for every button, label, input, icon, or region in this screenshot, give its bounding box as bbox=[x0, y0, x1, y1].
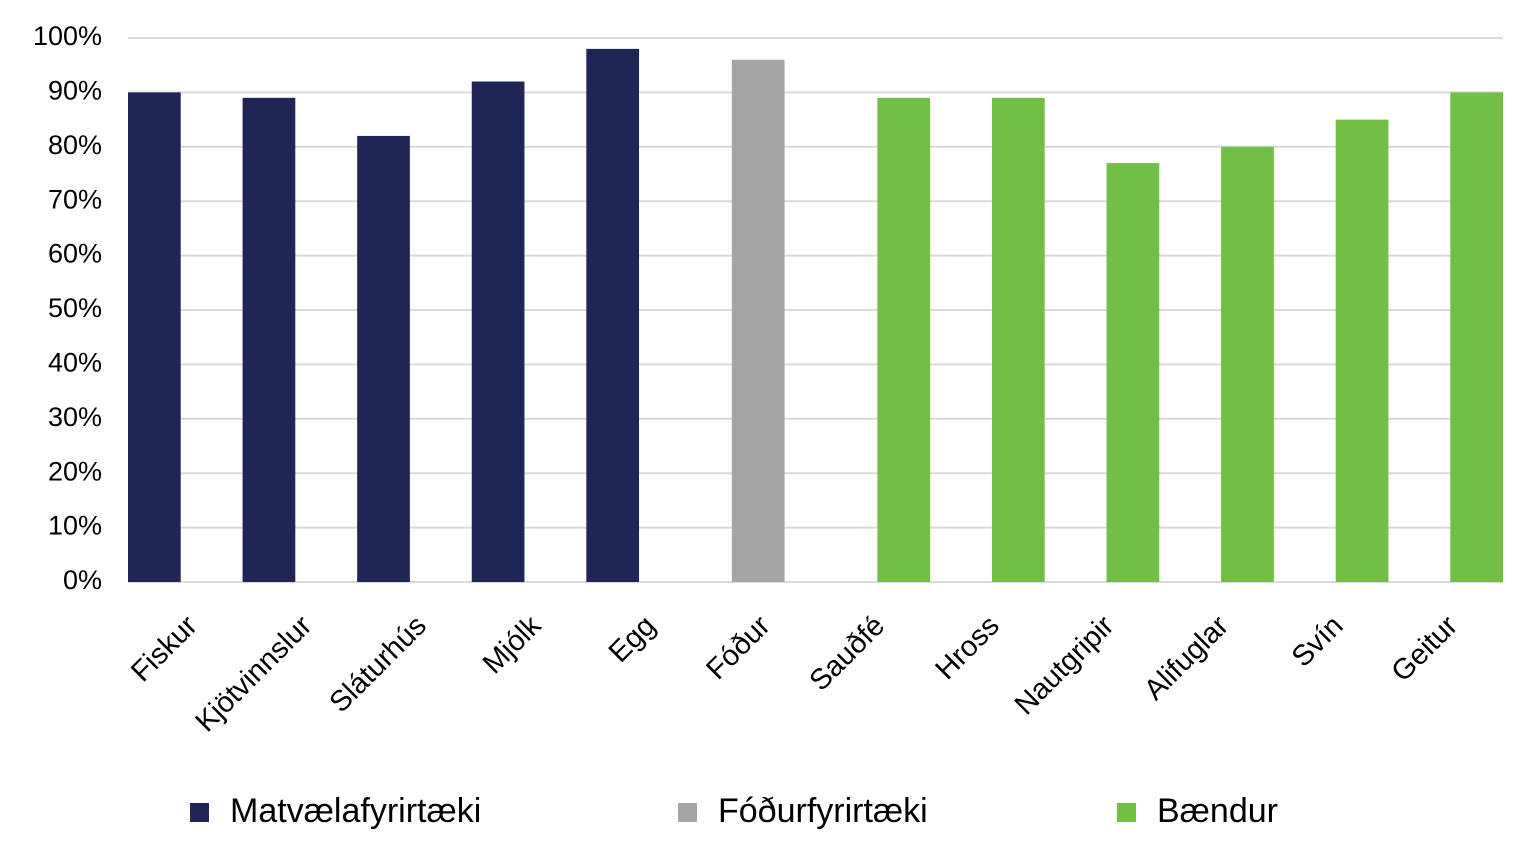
x-tick-label: Sláturhús bbox=[324, 610, 433, 719]
y-tick-label: 60% bbox=[48, 239, 102, 269]
y-tick-label: 10% bbox=[48, 511, 102, 541]
legend-label: Bændur bbox=[1157, 792, 1278, 830]
y-tick-label: 70% bbox=[48, 184, 102, 214]
legend-marker bbox=[678, 803, 697, 822]
legend-marker bbox=[1117, 803, 1136, 822]
y-tick-label: 100% bbox=[33, 21, 102, 51]
bar bbox=[731, 59, 785, 582]
x-tick-label: Sauðfé bbox=[804, 610, 892, 698]
x-tick-label: Geitur bbox=[1386, 610, 1465, 689]
legend-marker bbox=[190, 803, 209, 822]
y-tick-label: 80% bbox=[48, 130, 102, 160]
y-tick-label: 40% bbox=[48, 348, 102, 378]
bar bbox=[586, 48, 640, 582]
bar bbox=[877, 97, 931, 582]
y-tick-label: 0% bbox=[63, 565, 102, 595]
x-tick-label: Nautgripir bbox=[1009, 609, 1121, 721]
x-tick-label: Alifuglar bbox=[1138, 610, 1235, 707]
y-tick-label: 30% bbox=[48, 402, 102, 432]
bar bbox=[1106, 163, 1160, 582]
x-tick-label: Egg bbox=[603, 610, 662, 669]
bar bbox=[1335, 119, 1389, 582]
y-tick-label: 20% bbox=[48, 456, 102, 486]
legend-label: Fóðurfyrirtæki bbox=[718, 792, 928, 830]
x-tick-label: Kjötvinnslur bbox=[190, 609, 319, 738]
bar bbox=[471, 81, 525, 583]
bar bbox=[128, 92, 181, 583]
x-tick-label: Hross bbox=[930, 610, 1006, 686]
bar bbox=[1221, 146, 1274, 583]
y-tick-label: 90% bbox=[48, 76, 102, 106]
x-tick-label: Fiskur bbox=[125, 610, 204, 689]
x-tick-label: Fóður bbox=[700, 609, 776, 685]
y-tick-label: 50% bbox=[48, 293, 102, 323]
bar bbox=[357, 135, 410, 583]
bar bbox=[242, 97, 296, 582]
bar bbox=[991, 97, 1045, 582]
x-tick-label: Mjólk bbox=[477, 609, 548, 680]
x-tick-label: Svín bbox=[1286, 610, 1350, 674]
bar bbox=[1450, 92, 1503, 583]
legend-label: Matvælafyrirtæki bbox=[230, 792, 481, 830]
